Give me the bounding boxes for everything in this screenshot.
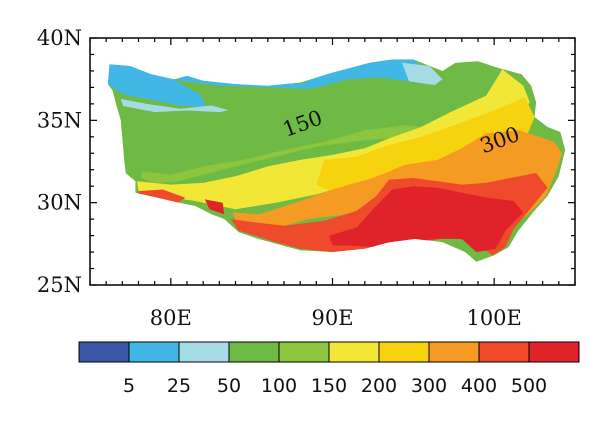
colorbar-label: 300	[411, 375, 447, 397]
region-west-north-blue	[107, 64, 207, 108]
axis-ticks	[89, 37, 576, 286]
colorbar: 5 25 50 100 150 200 300 400 500	[78, 341, 580, 397]
colorbar-label: 400	[461, 375, 497, 397]
region-red-core	[329, 186, 524, 253]
colorbar-swatch	[128, 341, 180, 363]
region-red-west-small	[204, 199, 225, 215]
x-tick-label: 90E	[311, 306, 353, 330]
region-red-west-patch	[136, 189, 186, 205]
y-tick-label: 35N	[37, 108, 82, 132]
colorbar-label: 100	[261, 375, 297, 397]
colorbar-swatch	[178, 341, 230, 363]
colorbar-swatch	[378, 341, 430, 363]
colorbar-swatch	[228, 341, 280, 363]
y-tick-label: 25N	[37, 273, 82, 297]
colorbar-swatch	[278, 341, 330, 363]
x-tick-label: 100E	[466, 306, 521, 330]
axis-tick-labels: 80E 90E 100E 25N 30N 35N 40N	[37, 26, 522, 330]
colorbar-swatch	[428, 341, 480, 363]
region-yellow-deep	[316, 97, 535, 193]
colorbar-label: 500	[511, 375, 547, 397]
colorbar-label: 200	[361, 375, 397, 397]
color-regions	[107, 59, 566, 262]
y-tick-label: 30N	[37, 191, 82, 215]
x-tick-label: 80E	[150, 306, 192, 330]
colorbar-swatch	[478, 341, 530, 363]
colorbar-swatch	[78, 341, 130, 363]
region-green-plateau	[120, 74, 496, 178]
y-tick-label: 40N	[37, 26, 82, 50]
colorbar-label: 50	[217, 375, 241, 397]
map-layer	[107, 59, 566, 262]
colorbar-label: 25	[167, 375, 191, 397]
colorbar-swatch	[328, 341, 380, 363]
colorbar-swatch	[528, 341, 580, 363]
region-lightgreen-band	[141, 125, 440, 183]
colorbar-label: 150	[311, 375, 347, 397]
colorbar-label: 5	[123, 375, 135, 397]
